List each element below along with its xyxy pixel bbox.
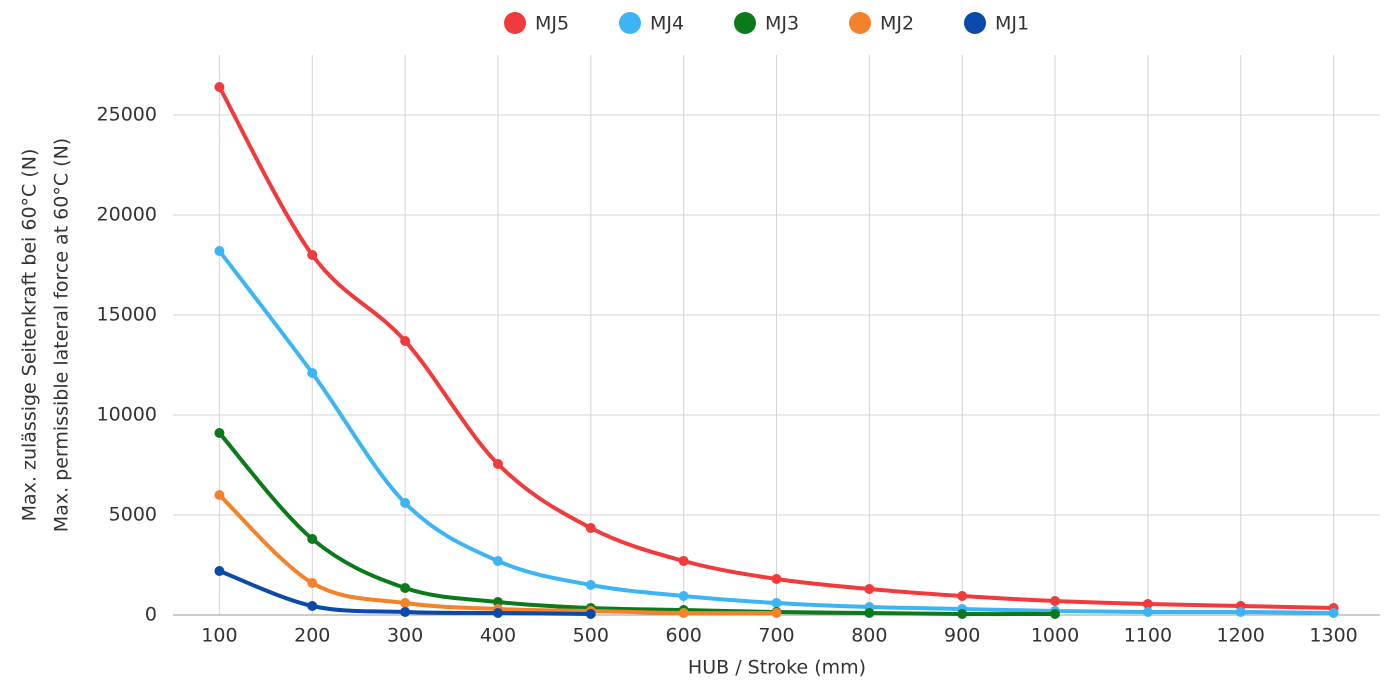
- x-tick-label: 100: [201, 625, 237, 647]
- series-line: [217, 86, 1334, 610]
- data-point: [400, 336, 411, 346]
- y-axis-label-line: Max. permissible lateral force at 60°C (…: [51, 138, 73, 532]
- data-point: [307, 578, 318, 588]
- y-axis-label: Max. zulässige Seitenkraft bei 60°C (N) …: [19, 138, 73, 532]
- legend-label: MJ5: [535, 13, 569, 35]
- data-point: [957, 591, 968, 601]
- data-point: [864, 584, 875, 594]
- data-point: [492, 556, 503, 566]
- data-point: [678, 591, 689, 601]
- data-point: [492, 459, 503, 469]
- data-point: [307, 250, 318, 260]
- data-point: [307, 534, 318, 544]
- y-axis-label-line: Max. zulässige Seitenkraft bei 60°C (N): [19, 149, 41, 522]
- y-tick-label: 0: [145, 604, 157, 626]
- data-point: [400, 583, 411, 593]
- data-point: [1050, 596, 1061, 606]
- x-tick-label: 1000: [1031, 625, 1079, 647]
- data-point: [1142, 607, 1153, 617]
- x-axis-label: HUB / Stroke (mm): [688, 657, 866, 679]
- y-tick-label: 5000: [109, 504, 157, 526]
- data-point: [214, 82, 225, 92]
- data-point: [214, 428, 225, 438]
- data-point: [400, 598, 411, 608]
- data-point: [1235, 607, 1246, 617]
- x-tick-label: 1100: [1124, 625, 1172, 647]
- data-point: [585, 523, 596, 533]
- data-point: [307, 368, 318, 378]
- data-point: [957, 609, 968, 619]
- x-tick-label: 400: [480, 625, 516, 647]
- data-point: [771, 608, 782, 618]
- x-tick-label: 200: [294, 625, 330, 647]
- y-tick-label: 25000: [97, 104, 157, 126]
- data-point: [492, 608, 503, 618]
- data-point: [864, 608, 875, 618]
- legend-marker: [504, 12, 526, 34]
- legend-label: MJ4: [650, 13, 684, 35]
- data-point: [1328, 608, 1339, 618]
- data-point: [678, 556, 689, 566]
- x-tick-label: 600: [666, 625, 702, 647]
- data-point: [400, 498, 411, 508]
- data-point: [678, 608, 689, 618]
- data-point: [771, 598, 782, 608]
- x-tick-label: 300: [387, 625, 423, 647]
- legend-label: MJ1: [995, 13, 1029, 35]
- legend-marker: [734, 12, 756, 34]
- data-point: [214, 246, 225, 256]
- data-point: [400, 607, 411, 617]
- data-point: [771, 574, 782, 584]
- data-point: [585, 580, 596, 590]
- data-point: [307, 601, 318, 611]
- data-point: [1142, 599, 1153, 609]
- legend-marker: [619, 12, 641, 34]
- x-tick-label: 1300: [1309, 625, 1357, 647]
- series-line: [217, 431, 1056, 617]
- legend-label: MJ2: [880, 13, 914, 35]
- legend-label: MJ3: [765, 13, 799, 35]
- data-point: [1050, 609, 1061, 619]
- x-tick-label: 500: [573, 625, 609, 647]
- data-point: [214, 566, 225, 576]
- data-point: [214, 490, 225, 500]
- x-tick-label: 800: [851, 625, 887, 647]
- x-tick-label: 900: [944, 625, 980, 647]
- x-tick-label: 700: [758, 625, 794, 647]
- data-point: [492, 597, 503, 607]
- legend-marker: [964, 12, 986, 34]
- y-tick-label: 20000: [97, 204, 157, 226]
- y-tick-label: 10000: [97, 404, 157, 426]
- legend-marker: [849, 12, 871, 34]
- y-tick-label: 15000: [97, 304, 157, 326]
- x-tick-label: 1200: [1217, 625, 1265, 647]
- data-point: [585, 609, 596, 619]
